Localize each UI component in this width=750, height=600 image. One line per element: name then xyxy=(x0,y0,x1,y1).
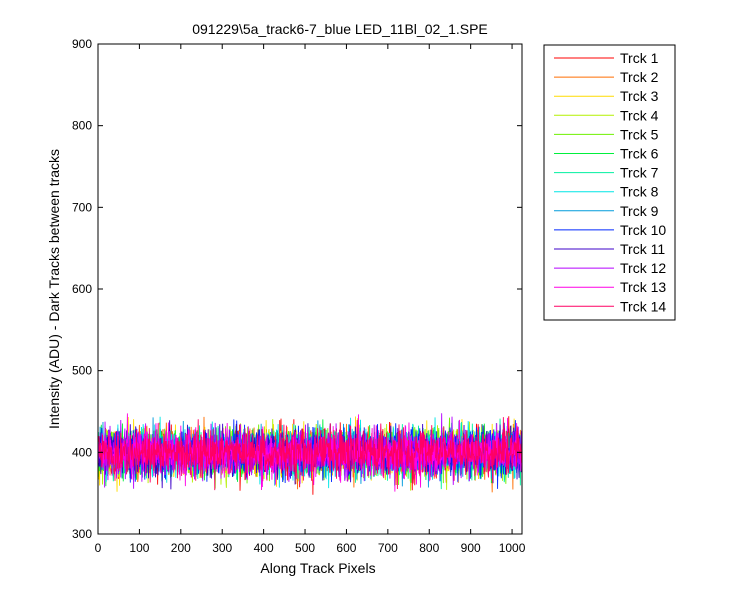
legend-label: Trck 2 xyxy=(620,69,659,85)
legend-label: Trck 5 xyxy=(620,126,659,142)
legend-label: Trck 4 xyxy=(620,107,659,123)
legend-label: Trck 3 xyxy=(620,88,659,104)
legend-items: Trck 1 Trck 2 Trck 3 Trck 4 Trck 5 Trck 6 Trck… xyxy=(554,50,666,314)
x-tick-label: 400 xyxy=(254,541,274,555)
y-tick-label: 800 xyxy=(72,119,92,133)
x-tick-label: 500 xyxy=(295,541,315,555)
series-line-trck-14 xyxy=(97,417,523,491)
plot-area: 0 100 200 300 400 500 600 700 800 900 1000 300 400 5… xyxy=(72,37,526,555)
x-axis: 0 100 200 300 400 500 600 700 800 900 1000 xyxy=(95,44,526,555)
legend-label: Trck 8 xyxy=(620,184,659,200)
legend-label: Trck 1 xyxy=(620,50,659,66)
legend-label: Trck 7 xyxy=(620,165,659,181)
legend: Trck 1 Trck 2 Trck 3 Trck 4 Trck 5 Trck 6 Trck… xyxy=(543,44,676,321)
legend-label: Trck 13 xyxy=(620,279,666,295)
y-tick-label: 900 xyxy=(72,37,92,51)
y-axis: 300 400 500 600 700 800 900 xyxy=(72,37,522,541)
legend-label: Trck 9 xyxy=(620,203,659,219)
legend-label: Trck 12 xyxy=(620,260,666,276)
legend-label: Trck 10 xyxy=(620,222,666,238)
y-tick-label: 400 xyxy=(72,445,92,459)
x-tick-label: 0 xyxy=(95,541,102,555)
y-tick-label: 300 xyxy=(72,527,92,541)
x-tick-label: 600 xyxy=(336,541,356,555)
y-tick-label: 700 xyxy=(72,200,92,214)
chart-title: 091229\5a_track6-7_blue LED_11Bl_02_1.SP… xyxy=(192,21,488,37)
x-tick-label: 900 xyxy=(461,541,481,555)
x-tick-label: 800 xyxy=(419,541,439,555)
x-axis-label: Along Track Pixels xyxy=(260,560,375,576)
x-tick-label: 100 xyxy=(129,541,149,555)
series-group xyxy=(97,413,523,495)
x-tick-label: 700 xyxy=(378,541,398,555)
legend-box xyxy=(543,44,676,321)
x-tick-label: 300 xyxy=(212,541,232,555)
legend-label: Trck 11 xyxy=(620,241,665,257)
x-tick-label: 1000 xyxy=(499,541,526,555)
y-tick-label: 500 xyxy=(72,364,92,378)
y-tick-label: 600 xyxy=(72,282,92,296)
x-tick-label: 200 xyxy=(171,541,191,555)
legend-label: Trck 6 xyxy=(620,146,659,162)
legend-label: Trck 14 xyxy=(620,298,666,314)
y-axis-label: Intensity (ADU) - Dark Tracks between tr… xyxy=(46,149,62,429)
